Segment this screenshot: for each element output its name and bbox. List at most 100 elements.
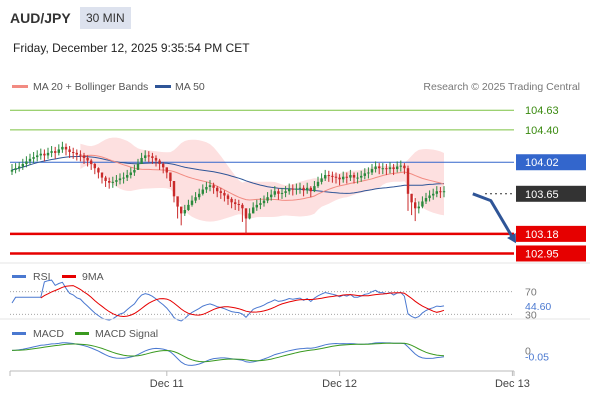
candle-body bbox=[313, 186, 316, 192]
macd-legend: MACD MACD Signal bbox=[12, 328, 158, 340]
candle-body bbox=[352, 175, 356, 178]
candle bbox=[266, 192, 269, 204]
candle-body bbox=[417, 206, 420, 209]
candle-body bbox=[226, 195, 230, 199]
candle bbox=[100, 172, 104, 184]
candle bbox=[154, 155, 158, 167]
candle-body bbox=[133, 169, 136, 173]
candle-body bbox=[21, 163, 24, 167]
candle-body bbox=[14, 168, 17, 170]
candle bbox=[356, 172, 359, 184]
candle-body bbox=[93, 163, 96, 169]
candle-body bbox=[381, 168, 384, 170]
candle bbox=[432, 188, 435, 200]
candle bbox=[190, 195, 194, 207]
candle bbox=[68, 146, 71, 158]
candle-body bbox=[10, 169, 14, 172]
candle bbox=[169, 172, 172, 187]
candle bbox=[144, 150, 147, 162]
candle-body bbox=[262, 200, 266, 204]
candle bbox=[363, 168, 366, 180]
candle-body bbox=[442, 191, 446, 193]
pivot-tag bbox=[516, 154, 586, 171]
x-tick-label: Dec 11 bbox=[150, 378, 184, 390]
support-label: 102.95 bbox=[525, 248, 559, 260]
candle bbox=[342, 171, 345, 183]
candle-body bbox=[54, 151, 57, 153]
candle bbox=[378, 163, 381, 175]
candle bbox=[360, 170, 363, 182]
rsi-axis-label: 30 bbox=[525, 309, 537, 321]
candle bbox=[280, 187, 284, 199]
candle-body bbox=[158, 160, 161, 164]
candle-body bbox=[334, 176, 338, 178]
forecast-arrow-line bbox=[472, 192, 515, 239]
candle bbox=[194, 192, 197, 204]
candle bbox=[324, 169, 327, 181]
candle bbox=[316, 176, 320, 188]
candle bbox=[345, 172, 348, 184]
candle bbox=[133, 164, 136, 176]
resistance-label: 104.63 bbox=[525, 105, 559, 117]
candle-body bbox=[176, 196, 179, 207]
resistance-label: 104.40 bbox=[525, 125, 559, 137]
candle bbox=[439, 186, 442, 199]
candle-body bbox=[378, 166, 381, 169]
candle-body bbox=[129, 172, 132, 176]
candle-body bbox=[223, 192, 226, 196]
candle-body bbox=[75, 152, 78, 155]
candle bbox=[385, 163, 388, 176]
candle bbox=[32, 152, 35, 164]
candle-body bbox=[79, 154, 82, 156]
candle-body bbox=[180, 206, 183, 214]
x-tick-label: Dec 12 bbox=[322, 378, 357, 390]
candle-body bbox=[86, 157, 89, 161]
candle bbox=[406, 165, 410, 211]
candle-body bbox=[424, 198, 428, 202]
candle bbox=[219, 187, 222, 199]
candle bbox=[262, 195, 266, 207]
candle-body bbox=[208, 185, 212, 187]
candle bbox=[79, 150, 82, 162]
candle bbox=[205, 181, 208, 193]
candle bbox=[93, 163, 96, 175]
candle-body bbox=[108, 181, 111, 183]
candle-body bbox=[97, 168, 100, 173]
pivot-label: 104.02 bbox=[525, 157, 559, 169]
candle bbox=[43, 149, 46, 162]
candle bbox=[108, 177, 111, 189]
candle-body bbox=[403, 165, 406, 169]
candle bbox=[388, 162, 392, 174]
candle bbox=[298, 182, 302, 194]
candle bbox=[237, 199, 240, 211]
legend-rsi-label: RSI bbox=[33, 271, 51, 283]
candle bbox=[381, 163, 384, 175]
candle bbox=[295, 183, 298, 195]
candle-body bbox=[230, 198, 233, 203]
legend-macd-signal-label: MACD Signal bbox=[95, 328, 158, 340]
ma20-line bbox=[80, 154, 445, 201]
current-price-tag bbox=[516, 185, 586, 202]
candle-body bbox=[154, 157, 158, 161]
candle bbox=[54, 146, 57, 159]
candle bbox=[212, 182, 215, 194]
candle bbox=[46, 147, 50, 159]
candle-body bbox=[194, 197, 197, 201]
candle bbox=[277, 188, 280, 200]
candle bbox=[36, 150, 39, 162]
candle bbox=[435, 186, 438, 198]
candle-body bbox=[291, 188, 294, 190]
candle-body bbox=[432, 193, 435, 196]
macd-axis-label: -0.05 bbox=[525, 352, 549, 364]
candle-body bbox=[349, 175, 352, 178]
candle-body bbox=[39, 153, 42, 156]
legend-ma50-label: MA 50 bbox=[175, 81, 205, 93]
candle bbox=[57, 144, 60, 156]
candle bbox=[72, 147, 75, 159]
candle-body bbox=[18, 166, 21, 169]
candle bbox=[288, 183, 291, 195]
candle-body bbox=[147, 155, 150, 157]
timeframe-badge[interactable]: 30 MIN bbox=[80, 7, 131, 29]
candle-body bbox=[399, 165, 402, 167]
